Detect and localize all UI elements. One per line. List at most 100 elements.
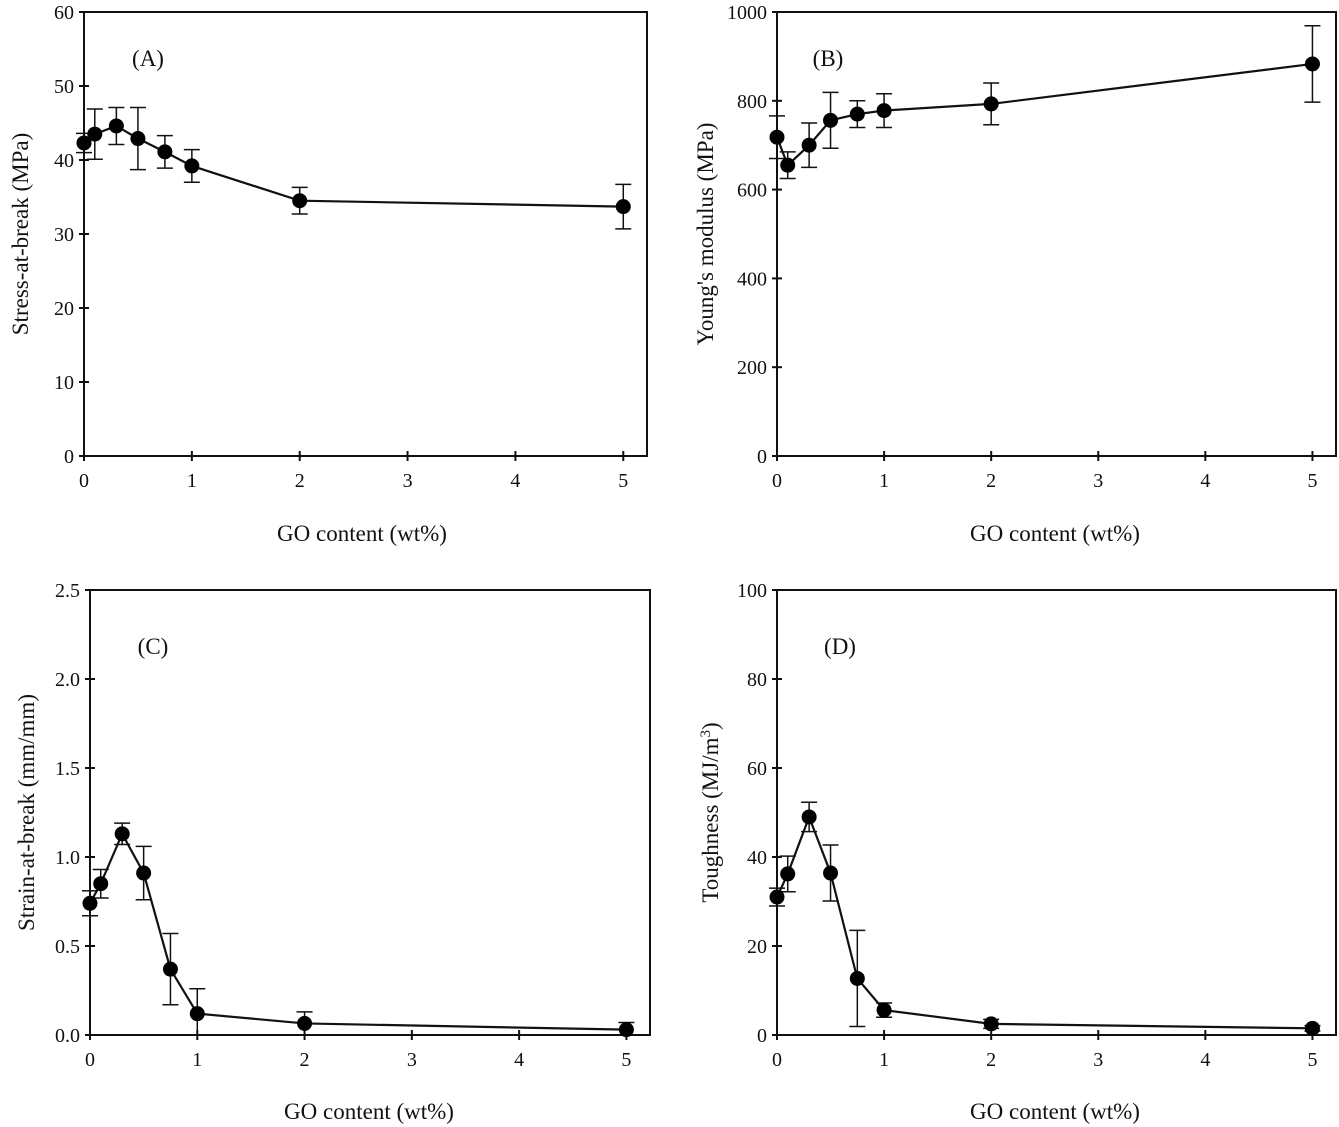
y-tick-label: 30 [54, 224, 74, 246]
x-tick-label: 2 [986, 470, 996, 492]
x-tick-label: 5 [1307, 1049, 1317, 1071]
plot-frame [776, 589, 1337, 1036]
data-point [76, 135, 92, 151]
data-point [108, 118, 124, 134]
data-point [769, 129, 785, 145]
y-tick-label: 0.0 [55, 1025, 80, 1047]
x-axis-title: GO content (wt%) [277, 521, 447, 546]
y-tick-label: 2.0 [55, 669, 80, 691]
y-axis-title-suffix: ) [698, 722, 723, 730]
y-tick-label: 800 [737, 91, 767, 113]
data-point [297, 1015, 313, 1031]
y-axis-title: Young's modulus (MPa) [693, 123, 718, 346]
y-tick-label: 10 [54, 372, 74, 394]
y-axis-title: Strain-at-break (mm/mm) [14, 694, 39, 931]
y-tick-label: 60 [747, 758, 767, 780]
x-tick-label: 0 [772, 1049, 782, 1071]
data-point [162, 961, 178, 977]
data-point [292, 193, 308, 209]
x-tick-label: 1 [879, 1049, 889, 1071]
data-point [615, 199, 631, 215]
plot-frame [776, 11, 1337, 457]
data-point [157, 144, 173, 160]
x-tick-label: 3 [1093, 1049, 1103, 1071]
x-tick-label: 4 [1200, 1049, 1210, 1071]
y-tick-label: 0.5 [55, 936, 80, 958]
data-point [876, 1002, 892, 1018]
x-tick-label: 1 [192, 1049, 202, 1071]
x-tick-label: 1 [187, 470, 197, 492]
x-tick-label: 4 [514, 1049, 524, 1071]
x-axis-title: GO content (wt%) [970, 1099, 1140, 1124]
series-line [776, 813, 1313, 1030]
y-tick-label: 40 [54, 150, 74, 172]
data-point [1304, 56, 1320, 72]
y-axis-title: Toughness (MJ/m3) [698, 722, 723, 902]
data-point [769, 889, 785, 905]
panel-label: (C) [138, 634, 169, 659]
y-tick-label: 80 [747, 669, 767, 691]
x-axis-title: GO content (wt%) [284, 1099, 454, 1124]
x-axis-title: GO content (wt%) [970, 521, 1140, 546]
y-axis-title: Stress-at-break (MPa) [8, 133, 33, 335]
x-tick-label: 1 [879, 470, 889, 492]
x-tick-label: 3 [407, 1049, 417, 1071]
x-tick-label: 0 [772, 470, 782, 492]
x-tick-label: 2 [300, 1049, 310, 1071]
y-tick-label: 400 [737, 268, 767, 290]
data-point [780, 157, 796, 173]
panel-label: (A) [132, 46, 164, 71]
series-line [89, 831, 627, 1031]
y-tick-label: 40 [747, 847, 767, 869]
y-tick-label: 1000 [727, 2, 767, 24]
x-tick-label: 5 [621, 1049, 631, 1071]
data-point [114, 826, 130, 842]
x-tick-label: 4 [1200, 470, 1210, 492]
data-point [189, 1006, 205, 1022]
y-tick-label: 600 [737, 180, 767, 202]
data-point [82, 895, 98, 911]
data-point [130, 131, 146, 147]
data-point [1304, 1020, 1320, 1036]
data-point [983, 1016, 999, 1032]
data-point [801, 809, 817, 825]
data-point [780, 866, 796, 882]
chart-panel-b: 0 1 2 3 4 5 0 200 400 600 800 1000 GO content (wt%) Y… [693, 2, 1337, 546]
y-tick-label: 20 [747, 936, 767, 958]
x-tick-label: 3 [403, 470, 413, 492]
y-tick-label: 200 [737, 357, 767, 379]
y-tick-label: 50 [54, 76, 74, 98]
data-point [823, 865, 839, 881]
panel-label: (D) [824, 634, 856, 659]
data-point [823, 112, 839, 128]
y-tick-label: 0 [64, 446, 74, 468]
x-tick-label: 5 [618, 470, 628, 492]
x-tick-label: 5 [1307, 470, 1317, 492]
y-tick-label: 2.5 [55, 580, 80, 602]
y-tick-label: 1.5 [55, 758, 80, 780]
data-point [801, 137, 817, 153]
panel-label: (B) [813, 46, 844, 71]
x-tick-label: 0 [85, 1049, 95, 1071]
data-point [876, 103, 892, 119]
y-tick-label: 1.0 [55, 847, 80, 869]
y-axis-title-superscript: 3 [698, 730, 714, 738]
plot-frame [89, 589, 651, 1036]
y-tick-label: 100 [737, 580, 767, 602]
data-point [87, 126, 103, 142]
x-tick-label: 3 [1093, 470, 1103, 492]
x-tick-label: 4 [510, 470, 520, 492]
x-tick-label: 2 [295, 470, 305, 492]
y-tick-label: 20 [54, 298, 74, 320]
x-tick-label: 0 [79, 470, 89, 492]
data-point [618, 1022, 634, 1038]
data-point [849, 970, 865, 986]
x-tick-label: 2 [986, 1049, 996, 1071]
data-point [184, 158, 200, 174]
y-tick-label: 60 [54, 2, 74, 24]
data-point [849, 106, 865, 122]
plot-frame [83, 11, 648, 457]
data-point [983, 96, 999, 112]
